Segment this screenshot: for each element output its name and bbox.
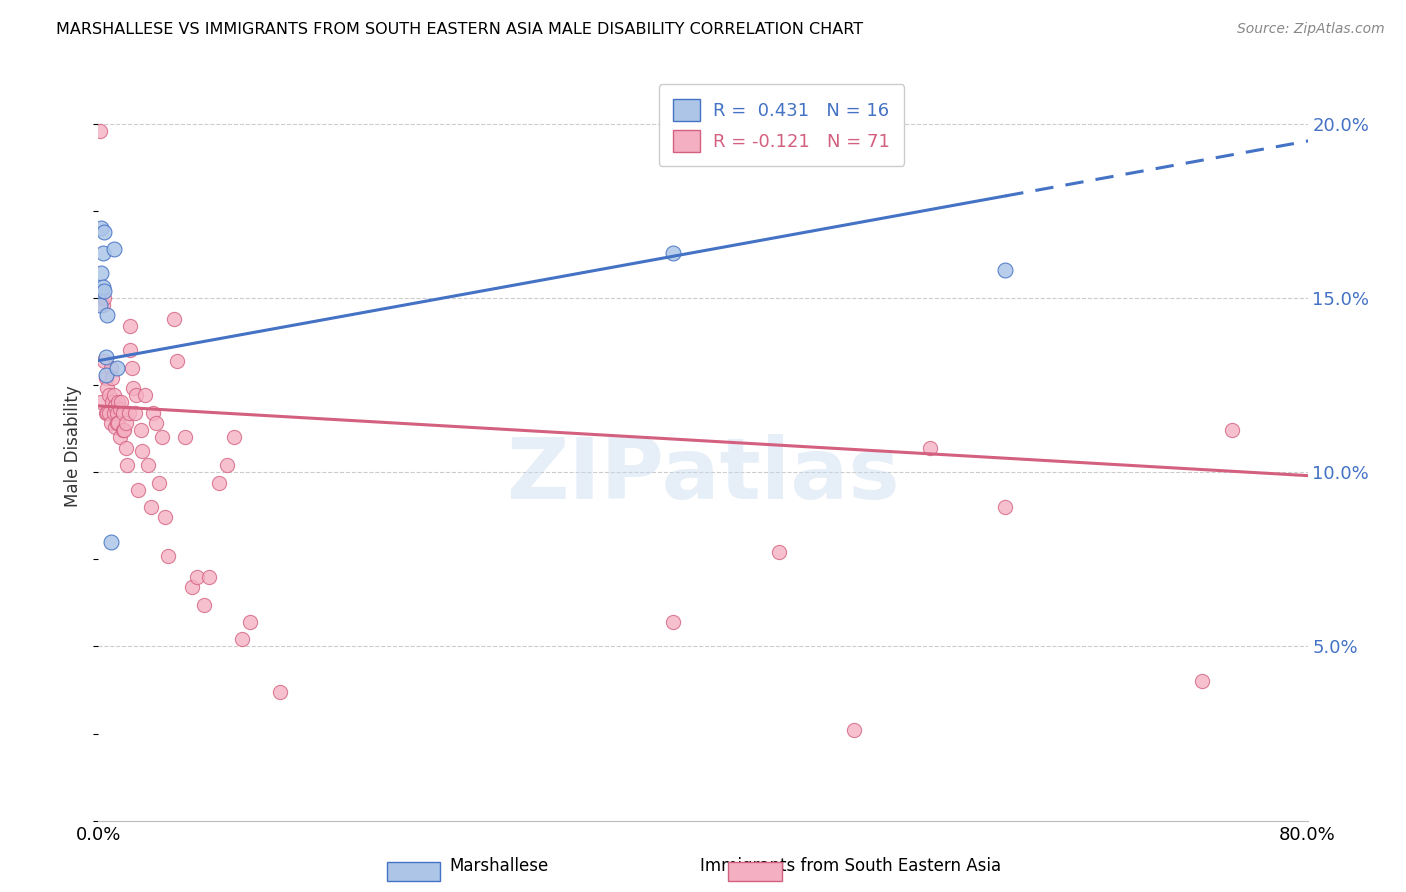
Point xyxy=(118,406,141,420)
Point xyxy=(93,284,115,298)
Point xyxy=(90,267,112,281)
Point xyxy=(215,458,238,472)
Point xyxy=(120,318,142,333)
Point xyxy=(105,417,128,431)
Point xyxy=(104,420,127,434)
Point xyxy=(94,368,117,382)
Point xyxy=(115,458,138,472)
Point xyxy=(918,441,941,455)
Point xyxy=(94,371,117,385)
Point xyxy=(114,441,136,455)
Point xyxy=(186,570,208,584)
Point xyxy=(224,430,246,444)
Point xyxy=(197,570,219,584)
Point xyxy=(148,475,170,490)
Point xyxy=(141,500,163,514)
Point xyxy=(173,430,195,444)
Point xyxy=(94,406,117,420)
Point xyxy=(208,475,231,490)
Point xyxy=(105,406,128,420)
Point xyxy=(91,280,114,294)
Y-axis label: Male Disability: Male Disability xyxy=(65,385,83,507)
Point xyxy=(94,350,117,364)
Point xyxy=(103,406,125,420)
Point xyxy=(1191,674,1213,689)
Point xyxy=(768,545,790,559)
Text: Immigrants from South Eastern Asia: Immigrants from South Eastern Asia xyxy=(700,856,1001,874)
Point xyxy=(150,430,173,444)
Text: MARSHALLESE VS IMMIGRANTS FROM SOUTH EASTERN ASIA MALE DISABILITY CORRELATION CH: MARSHALLESE VS IMMIGRANTS FROM SOUTH EAS… xyxy=(56,22,863,37)
Point xyxy=(110,395,132,409)
Point xyxy=(166,353,188,368)
Point xyxy=(844,723,866,737)
Point xyxy=(131,444,153,458)
Point xyxy=(662,245,685,260)
Point xyxy=(98,388,121,402)
Point xyxy=(1220,423,1243,437)
Point xyxy=(122,382,145,396)
Point xyxy=(90,221,112,235)
Point xyxy=(163,311,186,326)
Point xyxy=(156,549,179,563)
Point xyxy=(103,388,125,402)
Point xyxy=(100,417,122,431)
Point xyxy=(239,615,262,629)
Text: Source: ZipAtlas.com: Source: ZipAtlas.com xyxy=(1237,22,1385,37)
Point xyxy=(89,123,111,137)
Point xyxy=(89,284,111,298)
Point xyxy=(101,371,124,385)
Point xyxy=(105,360,128,375)
Point xyxy=(93,225,115,239)
Point xyxy=(994,500,1017,514)
Point xyxy=(120,343,142,358)
Point xyxy=(108,402,131,417)
Point xyxy=(129,423,152,437)
Text: ZIPatlas: ZIPatlas xyxy=(506,434,900,517)
Point xyxy=(91,298,114,312)
Point xyxy=(121,360,143,375)
Point xyxy=(127,483,149,497)
Point xyxy=(100,534,122,549)
Point xyxy=(124,406,146,420)
Point xyxy=(107,417,129,431)
Point xyxy=(994,263,1017,277)
Point xyxy=(142,406,165,420)
Point xyxy=(100,360,122,375)
Point xyxy=(269,684,291,698)
Point xyxy=(231,632,253,647)
Point xyxy=(125,388,148,402)
Point xyxy=(153,510,176,524)
Point xyxy=(101,395,124,409)
Point xyxy=(114,417,136,431)
Point xyxy=(98,406,121,420)
Point xyxy=(107,395,129,409)
Point xyxy=(193,598,215,612)
Point xyxy=(145,417,167,431)
Point xyxy=(90,395,112,409)
Point xyxy=(181,580,204,594)
Point xyxy=(96,308,118,322)
Point xyxy=(96,406,118,420)
Point xyxy=(108,430,131,444)
Point xyxy=(134,388,156,402)
Point xyxy=(104,399,127,413)
Text: Marshallese: Marshallese xyxy=(450,856,548,874)
Point xyxy=(112,423,135,437)
Point xyxy=(111,423,134,437)
Legend: R =  0.431   N = 16, R = -0.121   N = 71: R = 0.431 N = 16, R = -0.121 N = 71 xyxy=(659,84,904,166)
Point xyxy=(662,615,685,629)
Point xyxy=(111,406,134,420)
Point xyxy=(136,458,159,472)
Point xyxy=(91,245,114,260)
Point xyxy=(93,291,115,305)
Point xyxy=(93,353,115,368)
Point xyxy=(103,242,125,256)
Point xyxy=(89,298,111,312)
Point xyxy=(96,382,118,396)
